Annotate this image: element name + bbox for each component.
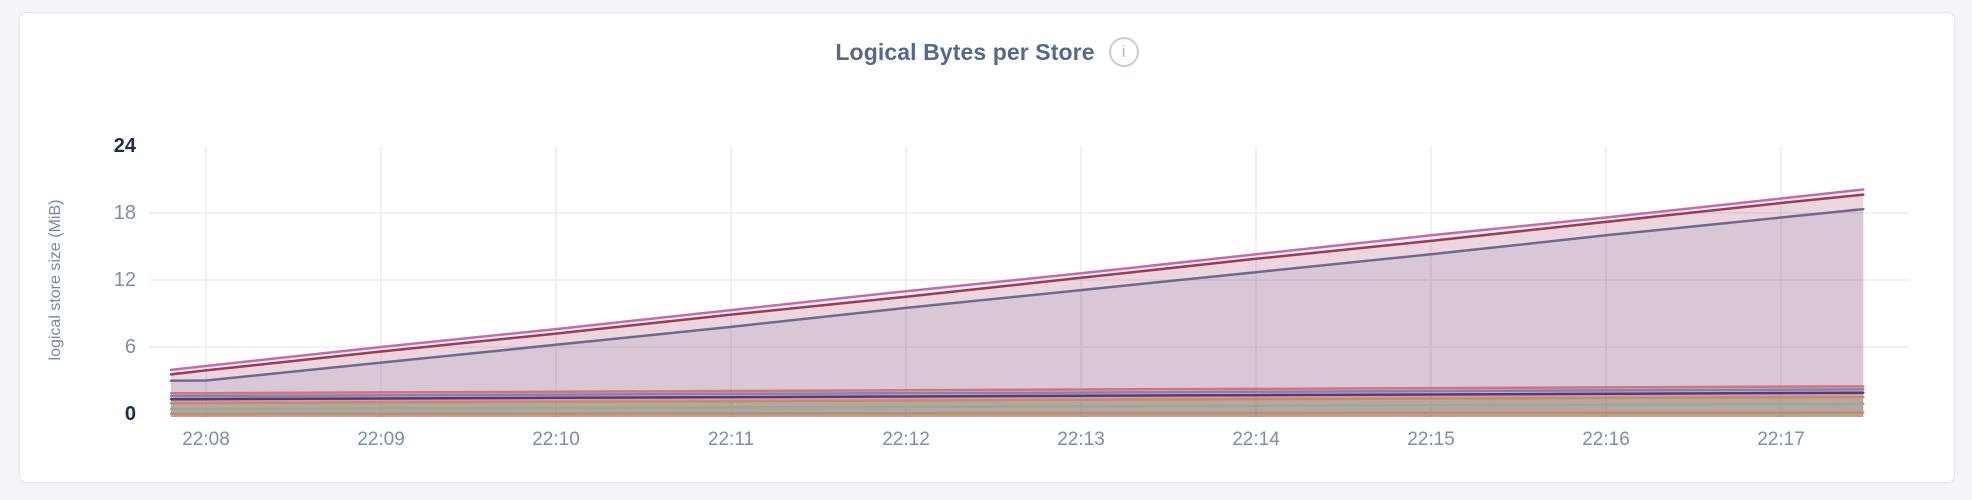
metric-chart-card: Logical Bytes per Store i 22:08 22:09 22:1… bbox=[19, 12, 1955, 483]
series-line-series-1 bbox=[169, 188, 1865, 372]
x-tick-label: 22:17 bbox=[1757, 429, 1805, 450]
series-line-series-3 bbox=[169, 207, 1865, 383]
x-tick-label: 22:16 bbox=[1582, 429, 1630, 450]
x-tick-label: 22:14 bbox=[1232, 429, 1280, 450]
x-tick-label: 22:12 bbox=[882, 429, 930, 450]
series-line-series-4 bbox=[169, 385, 1865, 395]
series-line-series-8 bbox=[169, 402, 1865, 411]
series-line-series-7 bbox=[169, 395, 1865, 405]
y-axis-title: logical store size (MiB) bbox=[47, 200, 64, 361]
series-area-series-3 bbox=[171, 209, 1864, 417]
series-line-series-9 bbox=[169, 411, 1865, 416]
chart-header: Logical Bytes per Store i bbox=[20, 37, 1954, 67]
chart-canvas[interactable]: 22:08 22:09 22:10 22:11 22:12 22:13 22:14 22:15… bbox=[20, 13, 1955, 483]
series-line-series-6 bbox=[169, 391, 1865, 401]
x-tick-label: 22:10 bbox=[532, 429, 580, 450]
y-tick-label: 0 bbox=[125, 403, 136, 425]
info-icon[interactable]: i bbox=[1108, 37, 1139, 67]
x-tick-label: 22:09 bbox=[357, 429, 405, 450]
series-area-series-5 bbox=[171, 389, 1864, 417]
series-line-series-2 bbox=[169, 193, 1865, 376]
x-tick-label: 22:15 bbox=[1407, 429, 1455, 450]
y-tick-label: 18 bbox=[114, 202, 136, 224]
y-tick-label: 6 bbox=[125, 336, 136, 358]
y-tick-label: 24 bbox=[114, 135, 137, 157]
x-tick-label: 22:08 bbox=[182, 429, 230, 450]
y-tick-label: 12 bbox=[114, 269, 136, 291]
chart-title: Logical Bytes per Store bbox=[835, 38, 1095, 65]
series-area-series-2 bbox=[171, 194, 1864, 417]
series-area-series-1 bbox=[171, 189, 1864, 417]
x-tick-label: 22:13 bbox=[1057, 429, 1105, 450]
series-line-series-5 bbox=[169, 388, 1865, 398]
x-tick-label: 22:11 bbox=[708, 429, 754, 450]
